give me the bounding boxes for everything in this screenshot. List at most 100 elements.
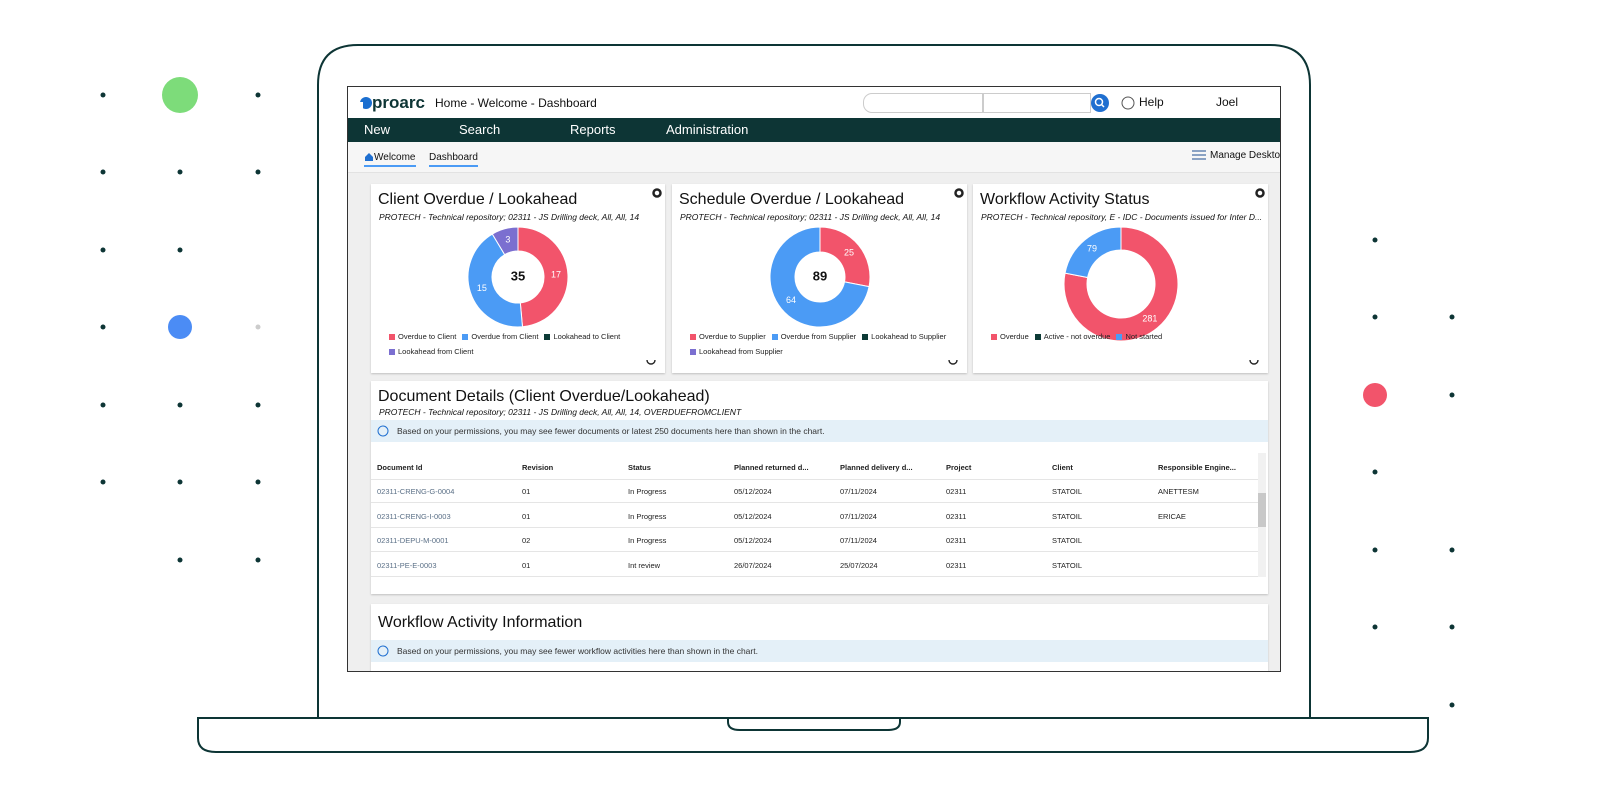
widget: Schedule Overdue / Lookahead PROTECH - Te… (672, 184, 967, 373)
legend-label: Lookahead to Supplier (871, 332, 947, 341)
panel-subtitle: PROTECH - Technical repository; 02311 - … (379, 407, 742, 417)
legend-swatch (389, 333, 395, 340)
row-divider (371, 526, 1258, 528)
user-name[interactable]: Joel (1216, 95, 1239, 109)
table-cell: STATOIL (1052, 536, 1083, 545)
document-panel: Document Details (Client Overdue/Lookahe… (371, 381, 1268, 594)
legend-label: Active - not overdue (1043, 332, 1111, 341)
nav-item[interactable]: Search (459, 122, 501, 137)
legend-item[interactable]: Active - not overdue (1034, 332, 1111, 341)
document-link[interactable]: 02311-CRENG-I-0003 (377, 511, 451, 521)
legend-item[interactable]: Not started (1116, 332, 1162, 341)
legend-swatch (389, 348, 395, 355)
table-cell: 02311 (946, 560, 967, 570)
table-cell: 25/07/2024 (840, 560, 878, 570)
donut-total: 89 (813, 268, 827, 283)
column-header[interactable]: Planned returned d... (734, 463, 809, 472)
home-icon (365, 153, 373, 161)
table-cell: STATOIL (1052, 511, 1083, 521)
table-cell: 07/11/2024 (840, 487, 877, 496)
column-header[interactable]: Revision (522, 463, 554, 472)
legend-swatch (690, 333, 696, 340)
table-cell: Int review (628, 560, 661, 570)
settings-icon[interactable] (652, 188, 662, 198)
legend-label: Overdue from Client (471, 332, 539, 341)
table-cell: 01 (522, 511, 531, 521)
legend: Overdue to Supplier Overdue from Supplier… (690, 332, 955, 356)
legend-item[interactable]: Lookahead from Supplier (690, 347, 783, 356)
tab-bar: Welcome Dashboard Manage Desktop (348, 142, 1281, 173)
search-button[interactable] (1090, 93, 1112, 113)
column-header[interactable]: Planned delivery d... (840, 463, 913, 472)
breadcrumb[interactable]: Home - Welcome - Dashboard (435, 96, 597, 110)
legend-item[interactable]: Overdue from Supplier (771, 332, 857, 341)
donut-segment (467, 233, 524, 328)
column-header[interactable]: Responsible Engine... (1158, 463, 1236, 472)
table-cell: ERICAE (1158, 511, 1186, 521)
column-header[interactable]: Status (628, 463, 651, 472)
document-link[interactable]: 02311-PE-E-0003 (377, 560, 437, 570)
legend-item[interactable]: Lookahead to Client (544, 332, 620, 341)
tab[interactable]: Welcome (364, 152, 416, 167)
app-screen: proarc Home - Welcome - Dashboard Help J… (347, 86, 1281, 672)
nav-bar: New Search Reports Administration (348, 118, 1280, 142)
document-link[interactable]: 02311-CRENG-G-0004 (377, 487, 455, 496)
panel-title: Document Details (Client Overdue/Lookahe… (378, 388, 710, 405)
table-cell: STATOIL (1052, 560, 1083, 570)
table-cell: 05/12/2024 (734, 487, 772, 496)
app-header: proarc Home - Welcome - Dashboard Help J… (348, 87, 1280, 118)
nav-item[interactable]: Administration (666, 122, 749, 137)
table-cell: 07/11/2024 (840, 536, 877, 545)
table-cell: 02311 (946, 487, 967, 496)
legend-item[interactable]: Lookahead to Supplier (862, 332, 946, 341)
widget-title: Client Overdue / Lookahead (378, 191, 578, 208)
legend-label: Overdue from Supplier (780, 332, 857, 341)
legend-label: Overdue to Supplier (699, 332, 766, 341)
segment-label: 79 (1087, 243, 1097, 253)
legend-swatch (771, 333, 778, 340)
legend-item[interactable]: Overdue (991, 332, 1029, 341)
tab[interactable]: Dashboard (429, 152, 478, 167)
legend-swatch (544, 333, 551, 340)
legend-item[interactable]: Overdue to Supplier (690, 332, 766, 341)
document-link[interactable]: 02311-DEPU-M-0001 (377, 536, 449, 545)
widget-subtitle: PROTECH - Technical repository, E - IDC … (981, 212, 1263, 222)
scrollbar[interactable] (1258, 453, 1266, 577)
column-header[interactable]: Project (946, 463, 972, 472)
help-link[interactable]: Help (1139, 95, 1164, 109)
column-header[interactable]: Document Id (377, 463, 423, 472)
donut-segment (491, 226, 519, 256)
info-icon (377, 425, 389, 437)
donut-segment (769, 226, 870, 328)
legend-swatch (690, 348, 696, 355)
nav-item[interactable]: Reports (570, 122, 616, 137)
column-header[interactable]: Client (1052, 463, 1073, 472)
refresh-icon[interactable] (646, 359, 656, 365)
table-cell: In Progress (628, 511, 667, 521)
donut-chart: 17 15 3 35 (467, 188, 662, 365)
notice: Based on your permissions, you may see f… (371, 640, 1268, 662)
row-divider (371, 502, 1258, 503)
table-cell: 05/12/2024 (734, 536, 772, 545)
search-input[interactable] (983, 93, 1091, 113)
table-cell: 01 (522, 487, 531, 496)
legend-item[interactable]: Overdue to Client (389, 332, 456, 341)
refresh-icon[interactable] (948, 359, 958, 365)
nav-item[interactable]: New (364, 122, 391, 137)
table-cell: In Progress (628, 536, 667, 545)
search-scope[interactable] (863, 93, 983, 113)
legend-item[interactable]: Lookahead from Client (389, 347, 473, 356)
settings-icon[interactable] (1255, 188, 1265, 198)
table-cell: 07/11/2024 (840, 511, 877, 521)
widget-subtitle: PROTECH - Technical repository; 02311 - … (680, 212, 941, 222)
refresh-icon[interactable] (1249, 359, 1259, 365)
widget: Workflow Activity Status PROTECH - Techni… (973, 184, 1268, 373)
notice: Based on your permissions, you may see f… (371, 420, 1268, 442)
manage-desktop[interactable]: Manage Desktop (1210, 150, 1281, 161)
settings-icon[interactable] (954, 188, 964, 198)
legend-item[interactable]: Overdue from Client (462, 332, 538, 341)
notice-text: Based on your permissions, you may see f… (397, 426, 825, 436)
segment-label: 281 (1142, 313, 1157, 323)
